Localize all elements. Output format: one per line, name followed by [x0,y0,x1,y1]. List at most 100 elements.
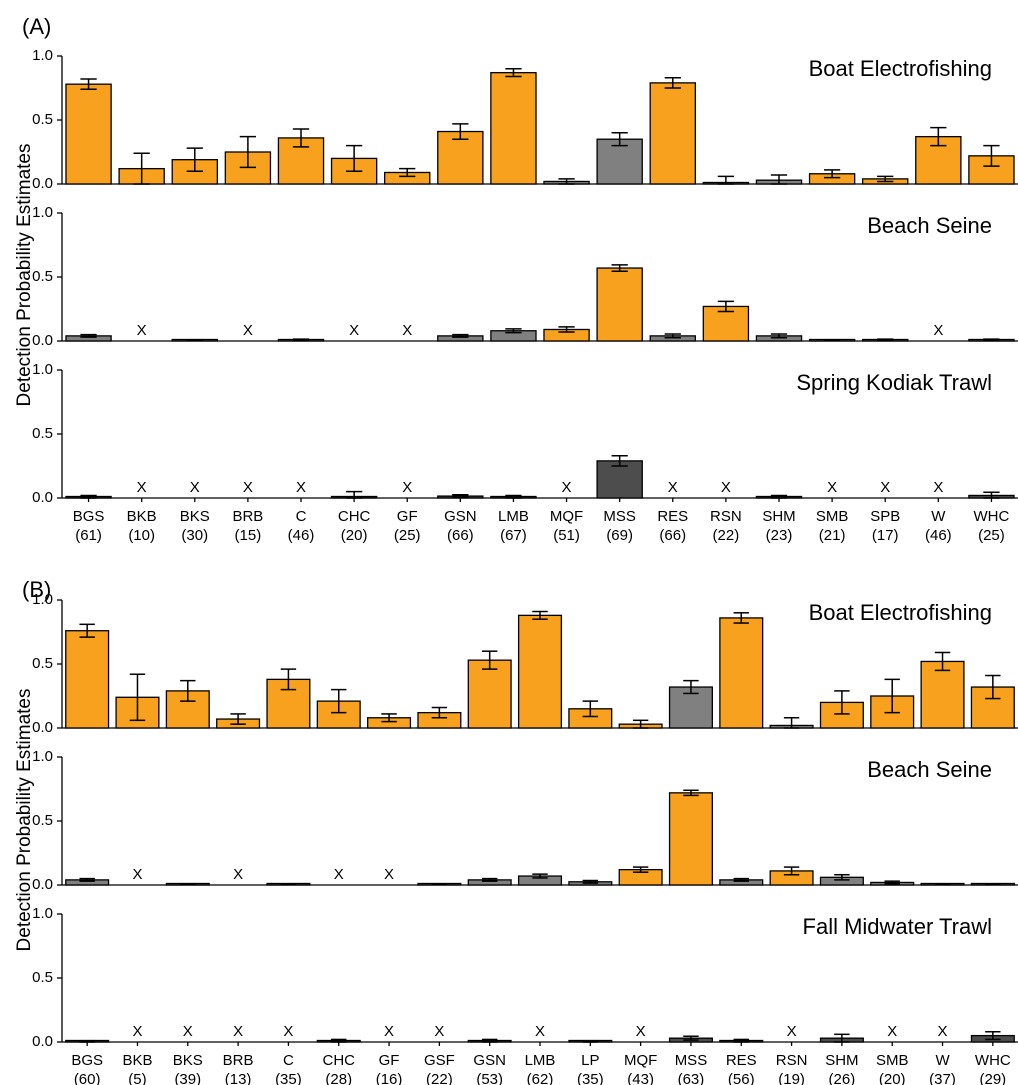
sample-size-label: (5) [128,1071,146,1085]
bar [920,660,965,729]
x-tick-label: WHC [974,508,1010,525]
not-detected-marker: X [933,322,943,339]
x-tick-label: MSS [603,508,636,525]
sample-size-label: (22) [426,1071,453,1085]
bar [596,267,643,342]
not-detected-marker: X [384,866,394,883]
x-tick-label: W [931,508,946,525]
bar [517,614,563,729]
sample-size-label: (43) [627,1071,654,1085]
x-tick-label: RES [657,508,688,525]
x-tick-label: GF [397,508,418,525]
y-tick-label: 1.0 [32,748,53,765]
y-tick-label: 0.0 [32,1033,53,1050]
bar [467,659,512,729]
not-detected-marker: X [535,1023,545,1040]
x-tick-label: BKB [127,508,157,525]
bar [596,138,643,185]
x-tick-label: BKS [173,1052,203,1069]
sample-size-label: (22) [713,527,740,544]
x-tick-label: GF [379,1052,400,1069]
panel-title: Boat Electrofishing [809,56,992,81]
y-tick-label: 0.5 [32,268,53,285]
x-tick-label: SPB [870,508,900,525]
sample-size-label: (29) [979,1071,1006,1085]
not-detected-marker: X [938,1023,948,1040]
x-tick-label: CHC [338,508,371,525]
sample-size-label: (69) [606,527,633,544]
sample-size-label: (56) [728,1071,755,1085]
sample-size-label: (25) [394,527,421,544]
panel-title: Beach Seine [867,757,992,782]
sample-size-label: (23) [766,527,793,544]
sample-size-label: (20) [341,527,368,544]
sample-size-label: (35) [275,1071,302,1085]
sample-size-label: (17) [872,527,899,544]
figure-label: (B) [22,577,51,602]
y-tick-label: 0.0 [32,719,53,736]
bar [702,305,750,342]
not-detected-marker: X [787,1023,797,1040]
sample-size-label: (39) [174,1071,201,1085]
bar [65,630,110,729]
not-detected-marker: X [296,479,306,496]
not-detected-marker: X [402,479,412,496]
not-detected-marker: X [183,1023,193,1040]
sample-size-label: (46) [288,527,315,544]
bar [668,792,713,886]
y-tick-label: 1.0 [32,47,53,64]
not-detected-marker: X [887,1023,897,1040]
x-tick-label: W [935,1052,950,1069]
y-tick-label: 1.0 [32,204,53,221]
y-axis-label: Detection Probability Estimates [14,144,35,407]
not-detected-marker: X [243,479,253,496]
x-tick-label: BRB [223,1052,254,1069]
y-tick-label: 0.0 [32,332,53,349]
sample-size-label: (53) [476,1071,503,1085]
x-tick-label: RES [726,1052,757,1069]
y-axis-label: Detection Probability Estimates [14,689,35,952]
not-detected-marker: X [384,1023,394,1040]
bar [970,686,1015,729]
bar [649,82,697,185]
not-detected-marker: X [434,1023,444,1040]
y-tick-label: 0.0 [32,876,53,893]
x-tick-label: SMB [816,508,849,525]
y-tick-label: 0.0 [32,489,53,506]
x-tick-label: BKS [180,508,210,525]
sample-size-label: (60) [74,1071,101,1085]
x-tick-label: SHM [825,1052,858,1069]
bar [490,71,537,185]
not-detected-marker: X [668,479,678,496]
not-detected-marker: X [137,322,147,339]
sample-size-label: (30) [181,527,208,544]
y-tick-label: 1.0 [32,361,53,378]
not-detected-marker: X [233,866,243,883]
x-tick-label: SMB [876,1052,909,1069]
x-tick-label: WHC [975,1052,1011,1069]
not-detected-marker: X [349,322,359,339]
not-detected-marker: X [334,866,344,883]
not-detected-marker: X [880,479,890,496]
panel-title: Spring Kodiak Trawl [796,370,992,395]
not-detected-marker: X [636,1023,646,1040]
sample-size-label: (51) [553,527,580,544]
sample-size-label: (10) [128,527,155,544]
sample-size-label: (61) [75,527,102,544]
x-tick-label: BKB [122,1052,152,1069]
y-tick-label: 1.0 [32,591,53,608]
bar [65,83,112,185]
x-tick-label: SHM [762,508,795,525]
sample-size-label: (67) [500,527,527,544]
bar [719,617,764,729]
not-detected-marker: X [933,479,943,496]
sample-size-label: (13) [225,1071,252,1085]
not-detected-marker: X [132,1023,142,1040]
sample-size-label: (37) [929,1071,956,1085]
sample-size-label: (16) [376,1071,403,1085]
sample-size-label: (25) [978,527,1005,544]
x-tick-label: CHC [322,1052,355,1069]
not-detected-marker: X [243,322,253,339]
sample-size-label: (21) [819,527,846,544]
